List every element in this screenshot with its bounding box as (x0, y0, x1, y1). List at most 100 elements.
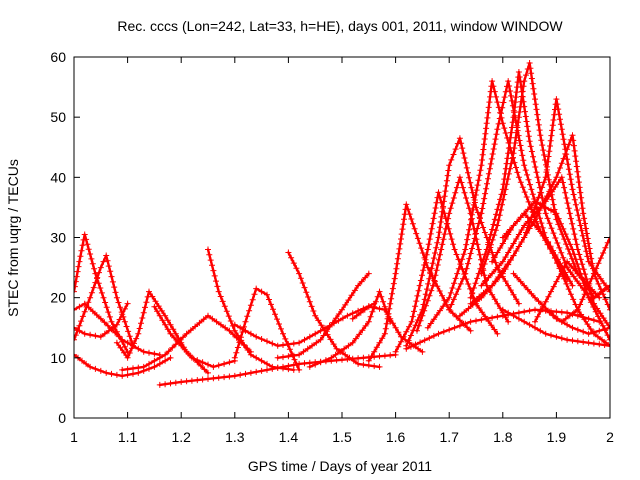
data-point (187, 327, 194, 334)
data-point (394, 260, 401, 267)
y-axis-label: STEC from uqrg / TECUs (5, 159, 21, 317)
data-point (188, 354, 195, 361)
data-point (454, 270, 461, 277)
data-point (476, 305, 483, 311)
data-point (539, 142, 546, 149)
data-point (595, 313, 602, 320)
data-point (309, 342, 315, 349)
data-point (258, 336, 265, 342)
data-point (360, 354, 367, 361)
data-point (146, 360, 152, 367)
data-point (520, 83, 527, 90)
data-point (124, 366, 131, 373)
data-point (484, 286, 491, 293)
data-point (558, 268, 565, 275)
data-point (335, 311, 342, 317)
data-point (345, 297, 352, 304)
data-point (76, 322, 83, 329)
data-point (573, 158, 580, 165)
data-point (570, 137, 577, 144)
data-point (76, 303, 83, 310)
series-arc-29 (489, 198, 610, 343)
data-point (305, 294, 312, 300)
data-point (221, 303, 228, 310)
data-point (236, 339, 243, 346)
data-point (162, 357, 169, 364)
data-point (535, 179, 542, 186)
data-point (507, 245, 514, 251)
data-point (296, 270, 303, 277)
data-point (528, 186, 535, 193)
data-point (355, 355, 362, 362)
data-point (392, 270, 399, 277)
data-point (151, 363, 158, 370)
data-point (509, 155, 516, 162)
data-point (553, 333, 560, 340)
data-point (527, 143, 534, 150)
series-arc-23 (446, 78, 576, 313)
data-point (461, 155, 468, 161)
data-point (106, 313, 113, 320)
data-point (104, 322, 111, 329)
data-point (413, 230, 420, 237)
data-point (463, 164, 470, 171)
data-point (539, 224, 546, 231)
data-point (570, 191, 577, 198)
data-point (574, 168, 581, 175)
data-point (77, 253, 84, 260)
data-point (443, 182, 450, 189)
data-point (494, 313, 501, 320)
data-point (430, 316, 437, 323)
data-point (439, 241, 446, 248)
data-point (481, 278, 488, 285)
data-point (408, 318, 415, 325)
data-point (79, 313, 86, 320)
data-point (470, 240, 477, 247)
data-point (510, 150, 517, 157)
series-arc-13 (285, 249, 383, 370)
data-point (230, 331, 236, 338)
data-point (515, 243, 522, 250)
data-point (170, 326, 177, 333)
data-point (446, 162, 453, 169)
data-point (436, 229, 443, 236)
data-point (580, 328, 587, 335)
plot-frame (73, 56, 611, 419)
data-point (419, 250, 426, 256)
data-point (602, 244, 609, 251)
data-point (564, 321, 571, 328)
data-point (427, 230, 434, 237)
data-point (205, 369, 211, 376)
data-point (560, 254, 567, 261)
data-point (505, 170, 512, 177)
data-point (443, 177, 450, 184)
data-point (384, 315, 391, 322)
data-point (167, 321, 174, 328)
data-point (510, 114, 517, 121)
data-point (569, 186, 576, 193)
data-point (455, 265, 462, 272)
data-point (101, 319, 108, 326)
data-point (424, 297, 431, 304)
data-point (524, 286, 531, 293)
data-point (505, 78, 512, 85)
data-point (304, 345, 311, 352)
data-point (403, 328, 410, 335)
data-point (215, 362, 222, 369)
data-point (564, 156, 571, 163)
data-point (548, 132, 555, 139)
data-point (146, 288, 152, 295)
data-point (505, 145, 512, 152)
data-point (119, 311, 126, 318)
data-point (532, 222, 538, 229)
data-point (567, 291, 574, 298)
data-point (513, 164, 519, 171)
data-point (376, 353, 383, 360)
data-point (269, 340, 276, 347)
data-point (513, 296, 520, 303)
data-point (174, 338, 181, 345)
data-point (436, 288, 443, 294)
data-point (542, 198, 549, 205)
data-point (117, 344, 124, 351)
data-point (554, 101, 561, 108)
